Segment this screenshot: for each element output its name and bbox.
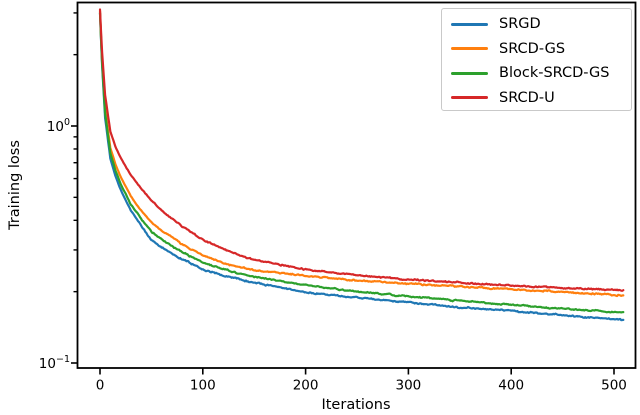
series-line-block-srcd-gs	[98, 11, 625, 314]
x-tick-label: 200	[293, 378, 319, 394]
y-tick-label: 10−1	[39, 354, 70, 372]
x-tick-label: 300	[396, 378, 422, 394]
legend-label-srgd: SRGD	[499, 16, 541, 32]
legend-entry: Block-SRCD-GS	[451, 61, 631, 86]
axes-layer: 0 100 200 300 400 500 100 10−1	[39, 1, 637, 394]
y-axis-label: Training loss	[7, 140, 23, 231]
x-tick-label: 500	[601, 378, 627, 394]
x-axis-label: Iterations	[321, 397, 390, 413]
legend-entry: SRGD	[451, 12, 631, 37]
legend-line-sample-srgd	[451, 22, 488, 26]
legend-label-block-srcd-gs: Block-SRCD-GS	[499, 65, 610, 81]
legend: SRGD SRCD-GS Block-SRCD-GS SRCD-U	[441, 8, 632, 111]
series-layer	[98, 8, 625, 322]
series-line-srcd-u	[98, 8, 625, 292]
x-tick-label: 100	[190, 378, 216, 394]
legend-entry: SRCD-GS	[451, 37, 631, 62]
x-tick-label: 400	[498, 378, 524, 394]
legend-line-sample-block-srcd-gs	[451, 71, 488, 75]
series-line-srcd-gs	[98, 10, 625, 298]
legend-label-srcd-u: SRCD-U	[499, 89, 555, 106]
legend-line-sample-srcd-gs	[451, 47, 488, 51]
series-line-srgd	[98, 11, 625, 322]
y-tick-label: 100	[47, 117, 70, 135]
plot-spines	[76, 1, 637, 369]
x-tick-label: 0	[96, 378, 105, 394]
legend-entry: SRCD-U	[451, 86, 631, 111]
legend-label-srcd-gs: SRCD-GS	[499, 40, 566, 57]
legend-line-sample-srcd-u	[451, 96, 488, 100]
